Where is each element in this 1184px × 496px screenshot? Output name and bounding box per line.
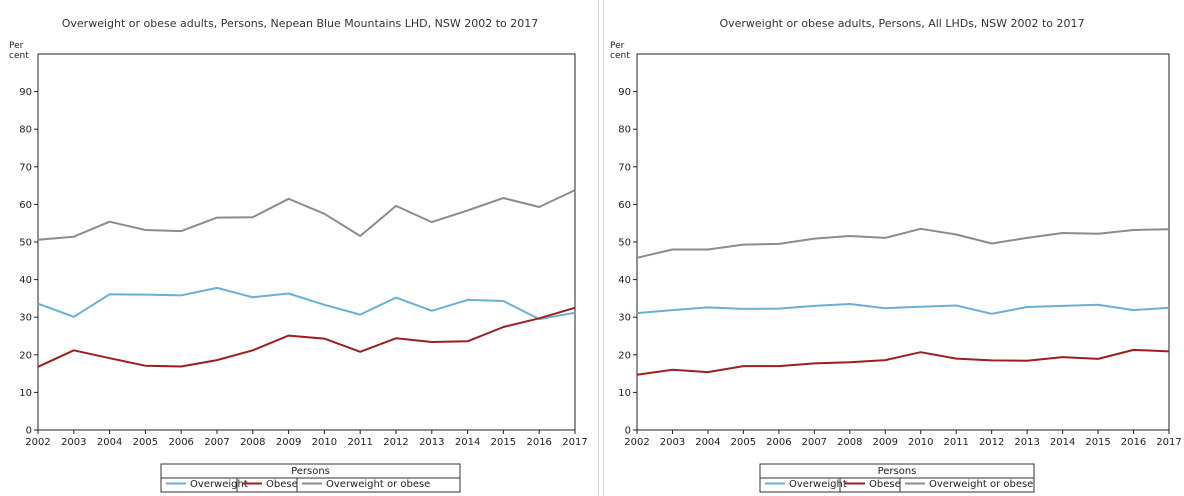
x-tick-label: 2006 — [766, 437, 791, 448]
y-tick-label: 0 — [625, 426, 631, 437]
y-tick-label: 80 — [618, 125, 631, 136]
x-tick-label: 2013 — [1014, 437, 1039, 448]
y-tick-label: 80 — [19, 125, 32, 136]
series-line-obese — [636, 348, 1170, 376]
x-tick-label: 2017 — [562, 437, 587, 448]
x-tick-label: 2012 — [979, 437, 1004, 448]
y-tick-label: 60 — [19, 200, 32, 211]
x-tick-label: 2008 — [240, 437, 265, 448]
x-tick-label: 2016 — [526, 437, 551, 448]
chart-panel-all-lhds: Overweight or obese adults, Persons, All… — [603, 0, 1184, 496]
x-tick-label: 2009 — [276, 437, 301, 448]
x-tick-label: 2002 — [624, 437, 649, 448]
chart-all-lhds: Overweight or obese adults, Persons, All… — [610, 17, 1182, 493]
legend-item-label: Overweight or obese — [326, 479, 430, 490]
y-tick-label: 70 — [19, 162, 32, 173]
x-tick-label: 2015 — [1085, 437, 1110, 448]
y-tick-label: 50 — [618, 238, 631, 249]
y-axis-unit-label: cent — [9, 51, 29, 61]
x-tick-label: 2006 — [168, 437, 193, 448]
x-tick-label: 2003 — [660, 437, 685, 448]
x-tick-label: 2010 — [312, 437, 337, 448]
y-tick-label: 60 — [618, 200, 631, 211]
x-tick-label: 2002 — [25, 437, 50, 448]
y-tick-label: 0 — [26, 426, 32, 437]
x-tick-label: 2011 — [943, 437, 968, 448]
legend-item-label: Overweight or obese — [929, 479, 1033, 490]
y-tick-label: 30 — [618, 313, 631, 324]
y-tick-label: 30 — [19, 313, 32, 324]
chart-panel-nepean: Overweight or obese adults, Persons, Nep… — [9, 0, 599, 496]
y-tick-label: 10 — [618, 388, 631, 399]
chart-title: Overweight or obese adults, Persons, Nep… — [62, 17, 538, 30]
y-tick-label: 40 — [19, 275, 32, 286]
legend-item-label: Overweight — [190, 479, 248, 490]
series-line-overweight-or-obese — [636, 227, 1170, 259]
plot-frame — [636, 53, 1170, 431]
y-tick-label: 90 — [19, 87, 32, 98]
series-line-overweight — [636, 303, 1170, 315]
x-tick-label: 2005 — [731, 437, 756, 448]
y-axis-unit-label: Per — [610, 41, 625, 51]
x-tick-label: 2010 — [908, 437, 933, 448]
x-tick-label: 2015 — [491, 437, 516, 448]
x-tick-label: 2007 — [802, 437, 827, 448]
legend-title: Persons — [291, 466, 330, 477]
series-line-overweight — [37, 286, 576, 321]
series-line-overweight-or-obese — [37, 189, 576, 241]
x-tick-label: 2011 — [347, 437, 372, 448]
y-tick-label: 20 — [19, 350, 32, 361]
y-axis-unit-label: Per — [9, 41, 24, 51]
x-tick-label: 2013 — [419, 437, 444, 448]
x-tick-label: 2014 — [455, 437, 480, 448]
x-tick-label: 2009 — [873, 437, 898, 448]
y-tick-label: 50 — [19, 238, 32, 249]
legend-title: Persons — [878, 466, 917, 477]
x-tick-label: 2012 — [383, 437, 408, 448]
plot-frame — [37, 53, 576, 431]
y-tick-label: 90 — [618, 87, 631, 98]
y-tick-label: 20 — [618, 350, 631, 361]
x-tick-label: 2004 — [97, 437, 122, 448]
x-tick-label: 2005 — [133, 437, 158, 448]
y-tick-label: 10 — [19, 388, 32, 399]
chart-title: Overweight or obese adults, Persons, All… — [719, 17, 1084, 30]
x-tick-label: 2003 — [61, 437, 86, 448]
x-tick-label: 2017 — [1156, 437, 1181, 448]
chart-nepean-blue-mountains: Overweight or obese adults, Persons, Nep… — [9, 17, 588, 493]
x-tick-label: 2014 — [1050, 437, 1075, 448]
x-tick-label: 2004 — [695, 437, 720, 448]
x-tick-label: 2008 — [837, 437, 862, 448]
legend-item-label: Obese — [869, 479, 901, 490]
x-tick-label: 2007 — [204, 437, 229, 448]
series-line-obese — [37, 306, 576, 368]
legend-item-label: Obese — [266, 479, 298, 490]
y-axis-unit-label: cent — [610, 51, 630, 61]
y-tick-label: 40 — [618, 275, 631, 286]
x-tick-label: 2016 — [1121, 437, 1146, 448]
y-tick-label: 70 — [618, 162, 631, 173]
legend-item-label: Overweight — [789, 479, 847, 490]
